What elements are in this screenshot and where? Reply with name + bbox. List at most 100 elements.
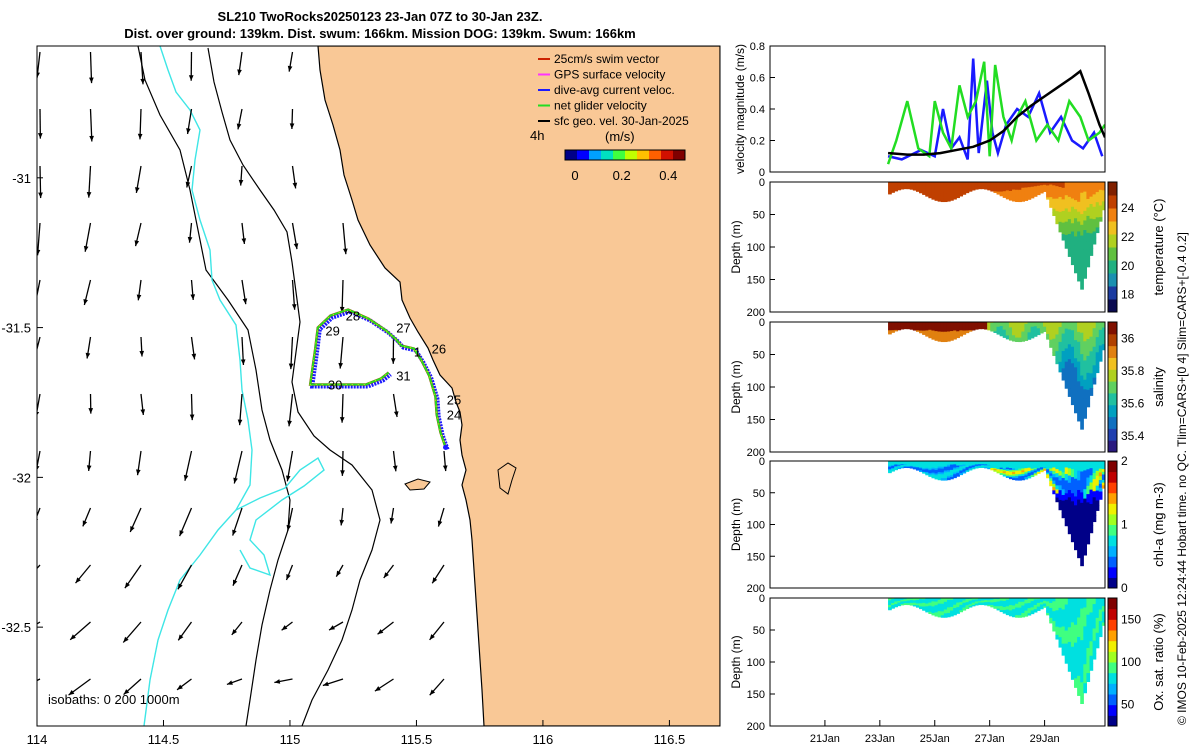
section-cell (987, 462, 991, 464)
section-cell (1015, 615, 1019, 618)
section-cell (1024, 461, 1029, 464)
section-cell (953, 332, 957, 335)
section-cell (925, 323, 929, 326)
section-cell (931, 197, 936, 200)
section-cell (956, 470, 960, 473)
section-cell (903, 599, 908, 602)
velocity-arrow-head (185, 181, 191, 188)
section-cell (922, 323, 926, 326)
section-cell (1055, 198, 1060, 204)
section-cell (950, 331, 954, 334)
section-cell (1067, 241, 1072, 250)
section-cell (1058, 495, 1063, 501)
section-cell (1070, 231, 1075, 241)
section-cell (1055, 630, 1060, 636)
section-cell (1046, 182, 1050, 185)
section-cell (959, 194, 964, 197)
section-cell (943, 607, 948, 611)
section-cell (984, 182, 988, 184)
section-cell (1027, 194, 1032, 197)
section-cell (900, 186, 905, 189)
section-cell (1030, 598, 1035, 601)
section-cell (959, 184, 964, 187)
section-cell (928, 601, 933, 604)
section-cell (1024, 187, 1029, 190)
section-cell (1089, 322, 1094, 330)
section-cell (1002, 325, 1007, 328)
section-cell (940, 331, 945, 335)
section-cell (1092, 509, 1097, 517)
section-cell (909, 600, 914, 603)
section-cell (943, 599, 948, 603)
velocity-series-line (886, 61, 1105, 165)
section-cell (984, 465, 988, 467)
section-cell (1061, 472, 1066, 479)
section-cell (959, 328, 964, 331)
velocity-arrow-head (226, 680, 233, 685)
section-cell (953, 325, 957, 328)
section-cell (937, 195, 942, 198)
section-cell (1052, 345, 1057, 350)
section-cell (937, 474, 942, 477)
section-cell (943, 478, 948, 481)
section-cell (1039, 182, 1044, 184)
section-cell (1018, 191, 1022, 195)
section-cell (915, 599, 920, 602)
section-cell (1083, 398, 1088, 410)
section-cell (900, 184, 905, 187)
section-cell (934, 606, 939, 610)
velocity-ytick-label: 0.2 (750, 136, 765, 148)
section-cell (903, 598, 908, 600)
section-cell (928, 467, 933, 470)
section-cell (1080, 555, 1084, 567)
section-cell (1080, 619, 1084, 631)
section-cell (1039, 327, 1044, 330)
section-cell (974, 602, 979, 604)
section-cell (900, 188, 905, 190)
section-cell (1086, 182, 1091, 192)
section-cell (937, 327, 942, 331)
section-cell (937, 335, 942, 338)
section-cell (1074, 606, 1078, 617)
section-cell (1036, 189, 1041, 192)
section-cell (1070, 509, 1075, 519)
section-cell (934, 466, 939, 469)
section-cell (1049, 607, 1053, 612)
section-cell (943, 462, 948, 466)
section-cell (1083, 370, 1088, 381)
section-cell (928, 323, 933, 326)
section-cell (999, 187, 1004, 190)
section-cell (1043, 605, 1047, 607)
colorbar-segment (1108, 471, 1117, 483)
section-cell (943, 613, 948, 616)
section-cell (1024, 198, 1029, 201)
section-cell (953, 188, 957, 192)
section-cell (1033, 600, 1038, 603)
section-cell (962, 188, 967, 190)
section-cell (897, 463, 902, 465)
section-cell (931, 335, 936, 338)
section-cell (1083, 201, 1088, 212)
section-cell (888, 471, 892, 474)
section-cell (1092, 598, 1097, 605)
section-cell (1046, 613, 1050, 616)
section-cell (1067, 468, 1072, 477)
section-cell (922, 328, 926, 330)
section-cell (1083, 607, 1088, 618)
section-cell (1095, 475, 1100, 482)
section-cell (894, 325, 898, 328)
section-cell (900, 322, 905, 324)
colorbar-tick-label: 18 (1121, 288, 1135, 302)
section-cell (1101, 341, 1105, 345)
section-cell (909, 599, 914, 601)
section-cell (934, 608, 939, 612)
section-cell (956, 183, 960, 186)
section-cell (1033, 194, 1038, 197)
section-cell (990, 602, 995, 604)
section-cell (956, 607, 960, 610)
section-cell (1052, 332, 1057, 336)
section-cell (894, 183, 898, 186)
section-cell (946, 473, 951, 477)
section-cell (965, 189, 970, 192)
section-cell (974, 326, 979, 329)
